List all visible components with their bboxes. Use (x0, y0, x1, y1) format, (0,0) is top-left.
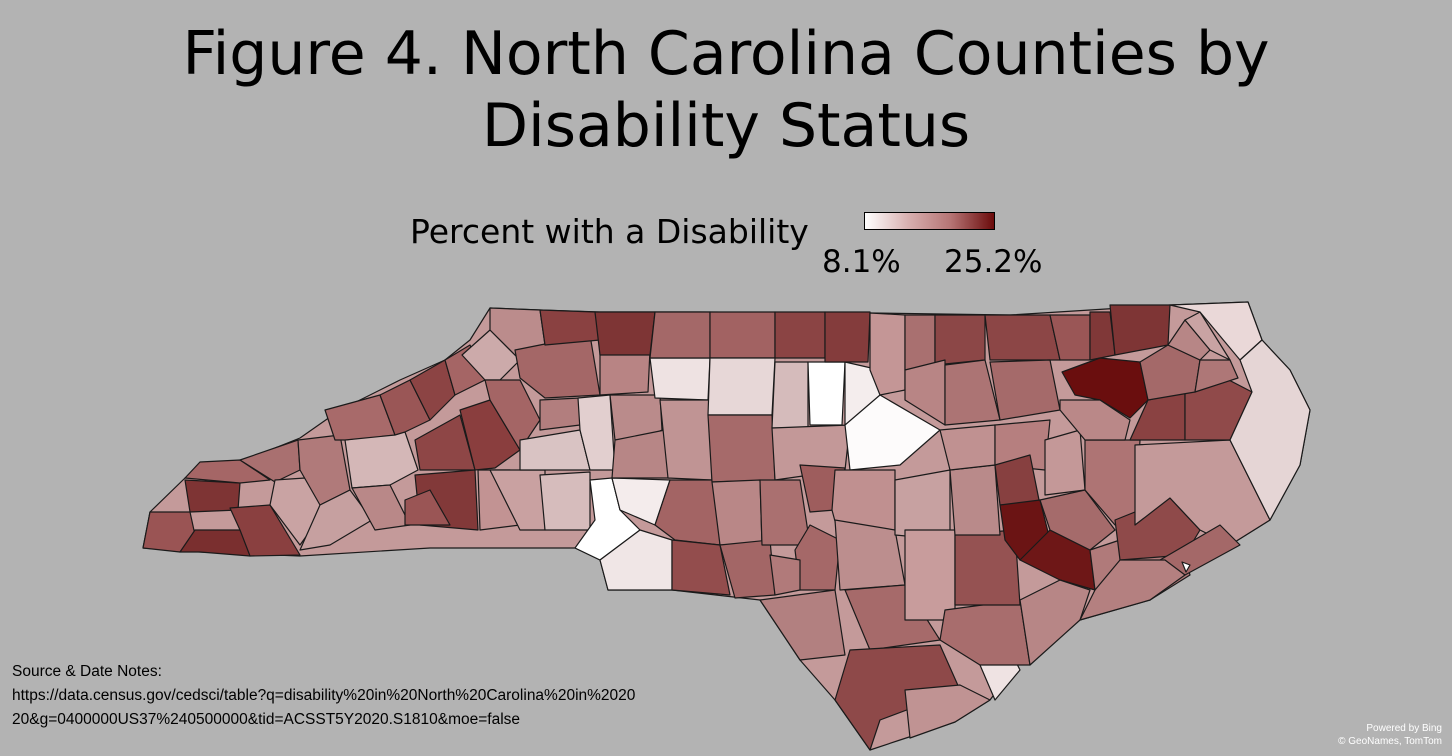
county (1181, 561, 1191, 573)
county (774, 311, 826, 359)
county (1079, 559, 1186, 621)
county (869, 312, 906, 396)
county (769, 554, 801, 596)
county (824, 311, 871, 363)
county (324, 394, 396, 441)
county (904, 529, 956, 621)
county (539, 397, 581, 431)
county (299, 489, 373, 551)
county (1059, 399, 1131, 441)
county (659, 399, 713, 481)
county (379, 379, 431, 436)
notes-url-line-1: https://data.census.gov/cedsci/table?q=d… (12, 687, 636, 704)
county (1039, 489, 1116, 551)
legend-title: Percent with a Disability (410, 212, 809, 251)
county (649, 357, 711, 401)
county (771, 361, 809, 429)
county (844, 394, 941, 471)
notes-heading: Source & Date Notes: (12, 663, 162, 680)
source-notes: Source & Date Notes: https://data.census… (12, 660, 635, 732)
county (989, 359, 1061, 421)
county (461, 329, 521, 381)
county (709, 311, 776, 359)
legend-min-label: 8.1% (822, 244, 901, 280)
county (671, 539, 731, 596)
county (934, 314, 986, 366)
county (1229, 339, 1311, 521)
county (834, 644, 961, 751)
county (594, 311, 656, 356)
county (939, 424, 996, 471)
county (577, 394, 616, 471)
map-credit: Powered by Bing © GeoNames, TomTom (1338, 722, 1442, 748)
title-line-1: Figure 4. North Carolina Counties by (182, 19, 1270, 89)
figure-title: Figure 4. North Carolina Counties by Dis… (100, 18, 1352, 162)
county (794, 524, 841, 591)
credit-line-1: Powered by Bing (1366, 723, 1442, 734)
title-line-2: Disability Status (481, 91, 971, 161)
county (807, 361, 846, 426)
county (184, 459, 271, 484)
county (904, 314, 936, 371)
county (949, 464, 1001, 536)
county (904, 684, 991, 739)
county (707, 414, 776, 483)
county (1044, 429, 1086, 496)
legend-color-scale (864, 212, 995, 230)
county (539, 309, 601, 346)
county (404, 489, 451, 526)
county (649, 311, 711, 359)
county (759, 589, 846, 661)
county (984, 314, 1061, 361)
county (1194, 359, 1239, 393)
notes-url-line-2: 20&g=0400000US37%240500000&tid=ACSST5Y20… (12, 711, 521, 728)
county (1061, 357, 1149, 419)
county (184, 479, 241, 513)
county (484, 379, 541, 451)
county (711, 479, 763, 546)
county (229, 504, 301, 557)
county (707, 357, 776, 416)
county-shapes (142, 301, 1311, 751)
county (1019, 579, 1091, 666)
county (459, 399, 521, 471)
county (539, 471, 591, 531)
credit-line-2: © GeoNames, TomTom (1338, 736, 1442, 747)
legend-max-label: 25.2% (944, 244, 1043, 280)
